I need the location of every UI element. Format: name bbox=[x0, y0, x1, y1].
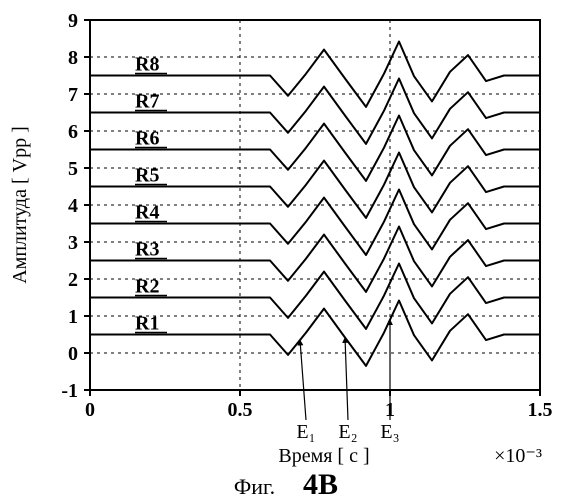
series-label-r6: R6 bbox=[135, 128, 159, 150]
y-tick-label: 4 bbox=[68, 195, 78, 217]
figure-caption-prefix: Фиг. bbox=[234, 474, 275, 499]
y-tick-label: 3 bbox=[68, 232, 78, 254]
y-tick-label: 8 bbox=[68, 47, 78, 69]
x-tick-label: 1.5 bbox=[528, 399, 553, 421]
event-label: E₃ bbox=[380, 421, 399, 443]
chart-svg: -1012345678900.511.5R1R2R3R4R5R6R7R8E₁E₂… bbox=[0, 0, 585, 500]
series-label-r8: R8 bbox=[135, 54, 159, 76]
x-exponent: ×10⁻³ bbox=[494, 445, 542, 467]
series-label-r2: R2 bbox=[135, 276, 159, 298]
y-tick-label: 6 bbox=[68, 121, 78, 143]
x-axis-label: Время [ с ] bbox=[278, 445, 369, 467]
y-tick-label: 2 bbox=[68, 269, 78, 291]
series-label-r5: R5 bbox=[135, 165, 159, 187]
y-tick-label: 7 bbox=[68, 84, 78, 106]
series-label-r1: R1 bbox=[135, 313, 159, 335]
y-tick-label: 5 bbox=[68, 158, 78, 180]
y-tick-label: 9 bbox=[68, 10, 78, 32]
y-axis-label: Амплитуда [ Vpp ] bbox=[9, 126, 31, 284]
figure-caption-number: 4B bbox=[303, 468, 338, 500]
figure-4b: -1012345678900.511.5R1R2R3R4R5R6R7R8E₁E₂… bbox=[0, 0, 585, 500]
y-tick-label: -1 bbox=[61, 380, 78, 402]
series-label-r4: R4 bbox=[135, 202, 159, 224]
y-tick-label: 0 bbox=[68, 343, 78, 365]
event-label: E₁ bbox=[296, 421, 315, 443]
series-label-r7: R7 bbox=[135, 91, 159, 113]
x-tick-label: 0.5 bbox=[228, 399, 253, 421]
y-tick-label: 1 bbox=[68, 306, 78, 328]
event-label: E₂ bbox=[338, 421, 357, 443]
series-label-r3: R3 bbox=[135, 239, 159, 261]
x-tick-label: 0 bbox=[85, 399, 95, 421]
